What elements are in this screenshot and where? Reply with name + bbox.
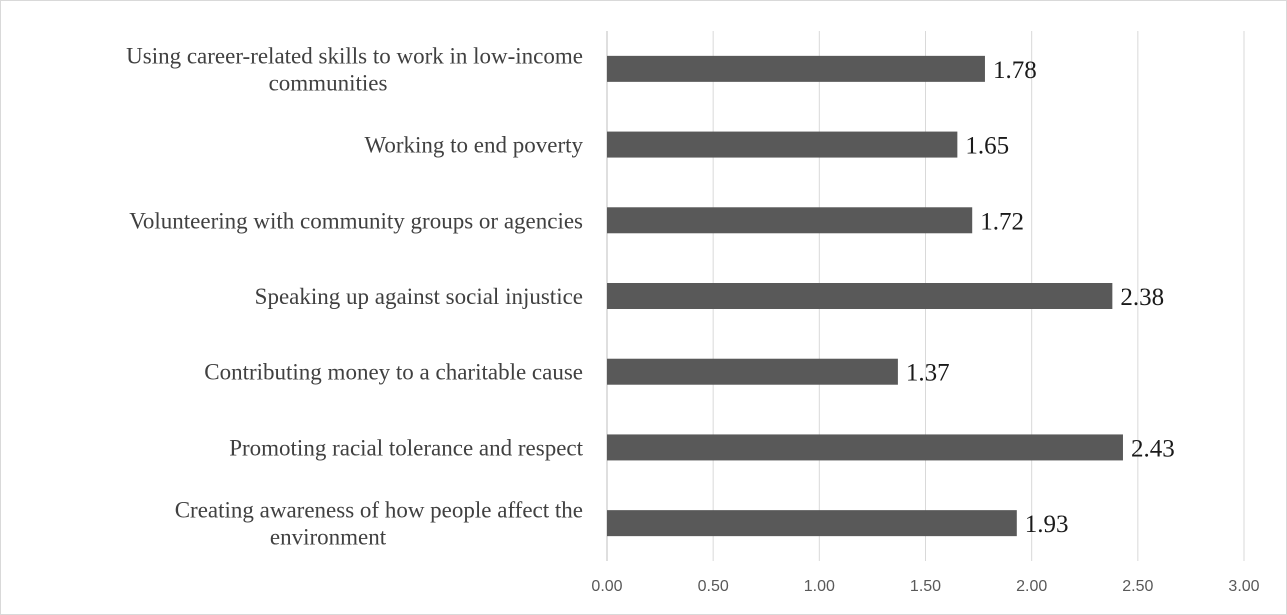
- x-tick-label: 0.50: [698, 578, 729, 595]
- category-label: environment: [270, 525, 387, 550]
- x-tick-label: 2.00: [1016, 578, 1047, 595]
- category-label: Contributing money to a charitable cause: [204, 360, 583, 385]
- bar: [607, 358, 898, 385]
- data-label: 1.78: [993, 57, 1037, 84]
- category-label: Volunteering with community groups or ag…: [129, 208, 583, 233]
- category-label: Using career-related skills to work in l…: [126, 43, 583, 68]
- bar: [607, 510, 1017, 537]
- x-axis-ticks: 0.00 0.50 1.00 1.50 2.00 2.50 3.00: [591, 578, 1259, 595]
- category-label: communities: [269, 70, 388, 95]
- bars: [607, 55, 1123, 537]
- x-tick-label: 0.00: [591, 578, 622, 595]
- data-label: 2.38: [1120, 284, 1164, 311]
- category-label: Creating awareness of how people affect …: [175, 498, 583, 523]
- x-tick-label: 1.50: [910, 578, 941, 595]
- bar: [607, 55, 985, 82]
- x-tick-label: 1.00: [804, 578, 835, 595]
- bar: [607, 131, 958, 158]
- data-label: 1.37: [906, 360, 950, 387]
- category-label: Working to end poverty: [364, 133, 583, 158]
- bar: [607, 434, 1123, 461]
- category-labels: Using career-related skills to work in l…: [126, 43, 583, 549]
- bar: [607, 283, 1113, 309]
- x-tick-label: 3.00: [1228, 578, 1259, 595]
- data-labels: 1.78 1.65 1.72 2.38 1.37 2.43 1.93: [906, 57, 1175, 538]
- data-label: 1.93: [1025, 511, 1069, 538]
- data-label: 1.72: [980, 208, 1024, 235]
- bar: [607, 207, 973, 234]
- category-label: Speaking up against social injustice: [255, 284, 583, 309]
- category-label: Promoting racial tolerance and respect: [229, 435, 583, 460]
- data-label: 1.65: [965, 133, 1009, 160]
- data-label: 2.43: [1131, 435, 1175, 462]
- x-tick-label: 2.50: [1122, 578, 1153, 595]
